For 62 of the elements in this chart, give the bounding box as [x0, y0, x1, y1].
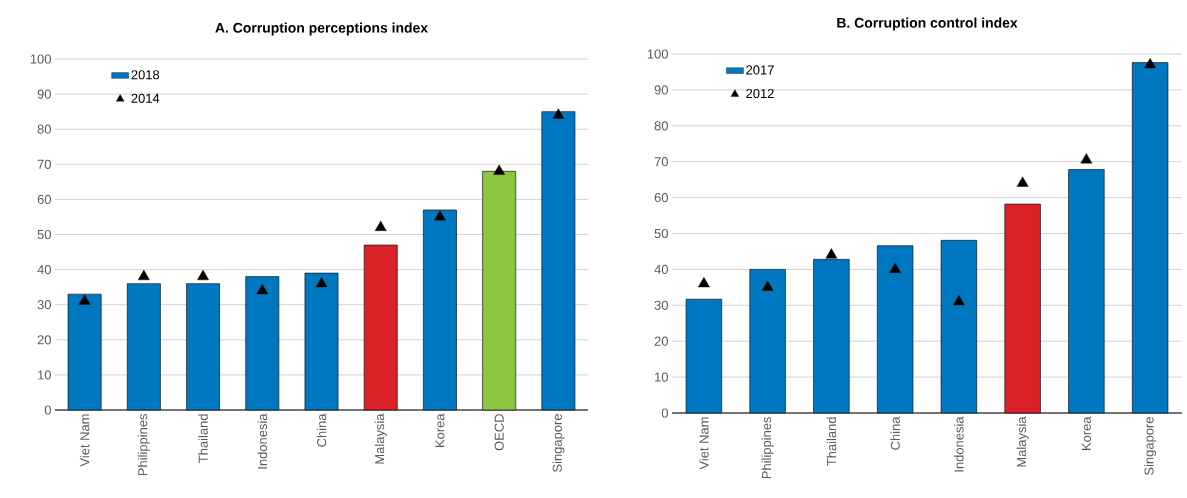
- point: [1080, 153, 1093, 164]
- x-tick-label: China: [890, 416, 900, 450]
- y-tick-label: 60: [37, 194, 51, 204]
- x-tick-label: Indonesia: [257, 413, 268, 469]
- y-tick-label: 100: [647, 49, 668, 59]
- y-tick-label: 50: [654, 228, 668, 239]
- x-tick-label: OECD: [494, 414, 504, 451]
- point: [953, 295, 965, 306]
- y-tick-label: 70: [37, 159, 51, 169]
- point: [825, 248, 838, 259]
- y-tick-label: 80: [654, 121, 668, 131]
- x-tick-label: Thailand: [826, 417, 837, 466]
- point: [552, 108, 565, 119]
- x-tick-label: Philippines: [761, 417, 774, 479]
- legend-label: 2014: [131, 93, 160, 103]
- point: [315, 276, 328, 288]
- x-tick-label: Korea: [435, 413, 445, 448]
- x-tick-label: Malaysia: [374, 413, 387, 464]
- x-tick-label: Korea: [1081, 416, 1091, 451]
- chart-title: A. Corruption perceptions index: [215, 22, 428, 36]
- x-tick-label: Viet Nam: [79, 414, 90, 467]
- point: [761, 280, 774, 291]
- point: [698, 277, 710, 288]
- x-tick-label: China: [316, 413, 327, 447]
- point: [197, 269, 209, 281]
- legend-label: 2018: [131, 70, 160, 80]
- x-tick-label: Indonesia: [954, 416, 964, 472]
- chart-title: B. Corruption control index: [837, 17, 1018, 31]
- point: [889, 262, 901, 273]
- legend-label: 2012: [746, 88, 774, 99]
- legend-label: 2017: [746, 65, 774, 75]
- x-tick-label: Viet Nam: [699, 417, 709, 470]
- y-tick-label: 0: [44, 405, 51, 415]
- y-tick-label: 0: [661, 408, 668, 418]
- y-tick-label: 50: [37, 229, 51, 240]
- y-tick-label: 10: [38, 370, 51, 380]
- point: [374, 220, 387, 231]
- point: [78, 294, 91, 305]
- y-tick-label: 10: [655, 372, 668, 382]
- point: [256, 283, 269, 295]
- y-tick-label: 40: [654, 264, 668, 274]
- x-tick-label: Singapore: [552, 414, 565, 472]
- point: [493, 164, 505, 175]
- point: [1016, 176, 1029, 187]
- point: [1144, 58, 1156, 69]
- y-tick-label: 90: [37, 89, 51, 99]
- y-tick-label: 70: [654, 157, 668, 167]
- x-tick-label: Malaysia: [1016, 416, 1029, 467]
- point: [434, 210, 446, 221]
- y-tick-label: 100: [30, 54, 51, 64]
- x-tick-label: Philippines: [137, 414, 150, 476]
- point: [138, 269, 150, 281]
- x-tick-label: Singapore: [1144, 417, 1157, 475]
- y-tick-label: 90: [654, 85, 668, 95]
- y-tick-label: 20: [654, 336, 668, 346]
- y-tick-label: 60: [654, 193, 668, 203]
- y-tick-label: 30: [37, 300, 51, 310]
- y-tick-label: 80: [37, 124, 51, 134]
- x-tick-label: Thailand: [198, 414, 208, 463]
- y-tick-label: 30: [654, 300, 668, 310]
- y-tick-label: 40: [37, 265, 51, 275]
- y-tick-label: 20: [37, 335, 51, 345]
